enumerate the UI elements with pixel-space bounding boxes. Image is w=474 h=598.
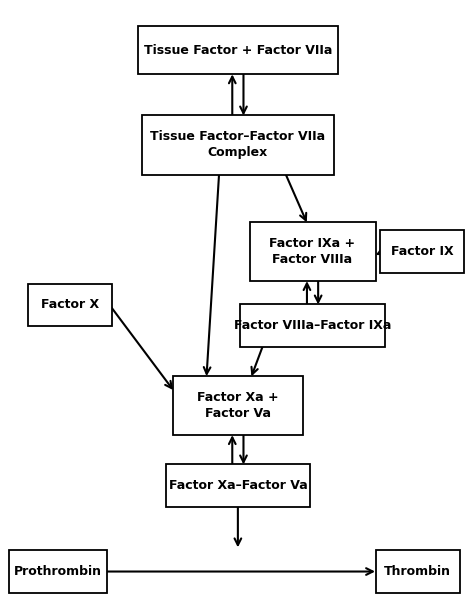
- FancyBboxPatch shape: [28, 283, 112, 327]
- Text: Factor IX: Factor IX: [391, 245, 454, 258]
- FancyBboxPatch shape: [173, 376, 303, 435]
- Text: Factor Xa +
Factor Va: Factor Xa + Factor Va: [197, 391, 279, 420]
- Text: Factor X: Factor X: [41, 298, 99, 312]
- FancyBboxPatch shape: [9, 550, 107, 593]
- FancyBboxPatch shape: [375, 550, 460, 593]
- FancyBboxPatch shape: [165, 464, 310, 507]
- FancyBboxPatch shape: [380, 230, 464, 273]
- Text: Thrombin: Thrombin: [384, 565, 451, 578]
- Text: Factor Xa–Factor Va: Factor Xa–Factor Va: [168, 479, 307, 492]
- Text: Tissue Factor–Factor VIIa
Complex: Tissue Factor–Factor VIIa Complex: [150, 130, 326, 160]
- FancyBboxPatch shape: [249, 222, 375, 281]
- FancyBboxPatch shape: [137, 26, 338, 75]
- Text: Tissue Factor + Factor VIIa: Tissue Factor + Factor VIIa: [144, 44, 332, 57]
- FancyBboxPatch shape: [142, 115, 334, 175]
- Text: Factor VIIIa–Factor IXa: Factor VIIIa–Factor IXa: [234, 319, 391, 332]
- Text: Prothrombin: Prothrombin: [14, 565, 102, 578]
- Text: Factor IXa +
Factor VIIIa: Factor IXa + Factor VIIIa: [270, 237, 356, 266]
- FancyBboxPatch shape: [240, 304, 385, 347]
